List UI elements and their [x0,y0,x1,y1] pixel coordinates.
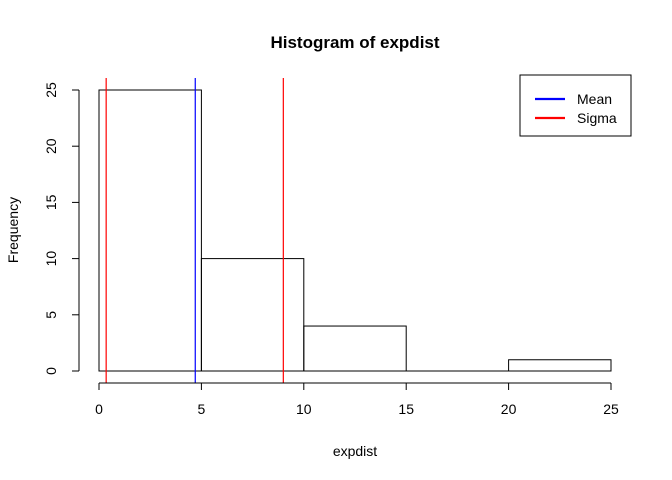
legend-label-mean: Mean [577,91,612,107]
x-tick-label-4: 20 [501,401,517,417]
histogram-bar-4 [508,359,612,372]
y-tick-label-2: 10 [43,251,59,267]
reference-lines [105,78,284,383]
y-axis-label: Frequency [5,197,21,263]
legend-label-sigma: Sigma [577,110,617,126]
histogram-bar-1 [200,258,305,372]
x-axis: 0 5 10 15 20 25 [95,382,619,417]
histogram-bar-0 [98,89,202,372]
histogram-bars [98,89,612,372]
x-tick-label-2: 10 [296,401,312,417]
legend: Mean Sigma [519,74,632,137]
x-tick-label-3: 15 [398,401,414,417]
legend-box [519,74,632,137]
x-tick-label-0: 0 [95,401,103,417]
histogram-bar-2 [303,325,407,372]
x-tick-label-5: 25 [603,401,619,417]
x-tick-label-1: 5 [198,401,206,417]
y-tick-label-5: 25 [43,82,59,98]
y-tick-label-0: 0 [43,367,59,375]
y-tick-label-3: 15 [43,194,59,210]
y-tick-label-1: 5 [43,311,59,319]
x-axis-label: expdist [333,443,377,459]
y-axis: 0 5 10 15 20 25 [43,82,80,375]
y-tick-label-4: 20 [43,138,59,154]
chart-title: Histogram of expdist [270,33,439,52]
